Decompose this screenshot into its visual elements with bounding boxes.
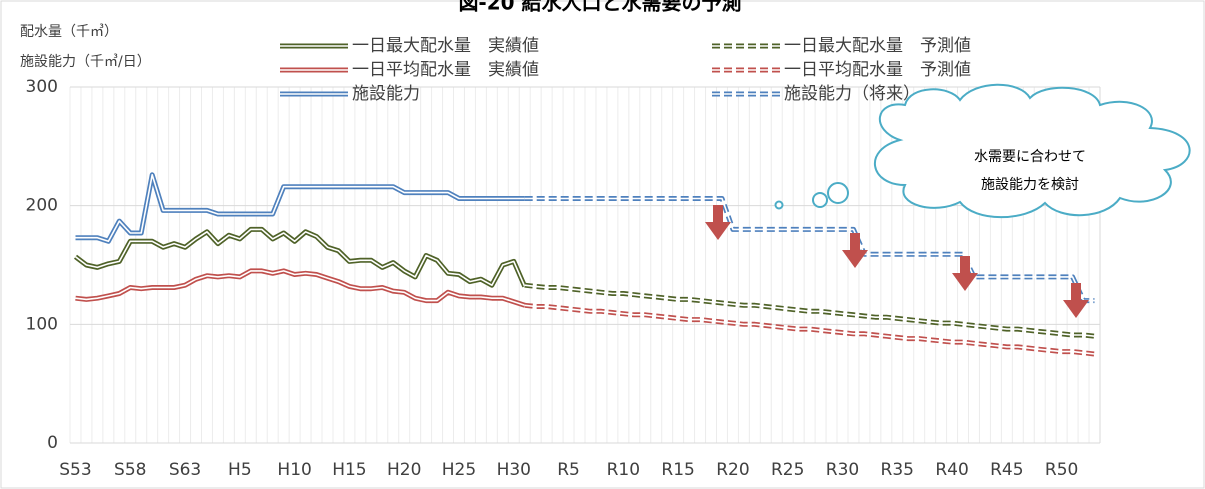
y-tick-label: 200: [26, 196, 58, 216]
series-line-inner: [524, 304, 1095, 355]
x-tick-label: R35: [881, 460, 914, 480]
x-tick-label: R10: [607, 460, 640, 480]
x-tick-label: H10: [277, 460, 311, 480]
series-line-inner: [524, 284, 1095, 337]
x-tick-label: R15: [661, 460, 694, 480]
x-tick-label: H20: [387, 460, 421, 480]
x-tick-label: H5: [228, 460, 252, 480]
x-tick-label: R50: [1045, 460, 1078, 480]
arrow: [705, 205, 731, 240]
bubble: [827, 182, 849, 204]
y-tick-label: 100: [26, 314, 58, 334]
annotation: 水需要に合わせて 施設能力を検討: [705, 83, 1191, 318]
legend-label: 一日最大配水量 実績値: [352, 36, 539, 56]
annotation-text: 施設能力を検討: [981, 177, 1079, 193]
x-tick-label: S63: [169, 460, 201, 480]
y-tick-label: 0: [47, 433, 58, 453]
series-line-inner: [75, 174, 525, 243]
y-axis-label: 配水量（千㎥）: [20, 24, 118, 40]
legend-label: 一日平均配水量 実績値: [352, 60, 539, 80]
y-axis-label: 施設能力（千㎥/日）: [20, 54, 151, 70]
plot-area: 0 100 200 300 S53 S58 S63 H5 H10 H15 H20 H25 H30 R5 R1…: [26, 77, 1101, 480]
x-tick-label: R20: [716, 460, 749, 480]
bubble: [774, 200, 784, 210]
legend-label: 施設能力（将来）: [784, 84, 920, 104]
x-tick-label: S58: [114, 460, 146, 480]
annotation-text: 水需要に合わせて: [974, 149, 1086, 165]
series-line-inner: [524, 197, 1095, 302]
legend-label: 一日最大配水量 予測値: [784, 36, 971, 56]
legend-label: 施設能力: [352, 84, 420, 104]
x-tick-label: R40: [935, 460, 968, 480]
x-tick-label: H15: [332, 460, 366, 480]
arrow: [952, 256, 978, 291]
y-tick-label: 300: [26, 77, 58, 97]
x-tick-label: R45: [990, 460, 1023, 480]
x-tick-label: R5: [557, 460, 580, 480]
arrow: [842, 233, 868, 268]
x-tick-label: R25: [771, 460, 804, 480]
arrows: [705, 205, 1089, 318]
bubble: [812, 192, 828, 208]
arrow: [1063, 283, 1089, 318]
chart-title: 図-20 給水人口と水需要の予測: [458, 0, 741, 15]
cloud: [873, 83, 1191, 219]
series-line-inner: [75, 228, 526, 287]
x-tick-label: R30: [826, 460, 859, 480]
x-tick-label: H30: [497, 460, 531, 480]
legend-label: 一日平均配水量 予測値: [784, 60, 971, 80]
series-line-inner: [75, 270, 525, 307]
x-tick-label: S53: [59, 460, 91, 480]
x-tick-label: H25: [442, 460, 476, 480]
